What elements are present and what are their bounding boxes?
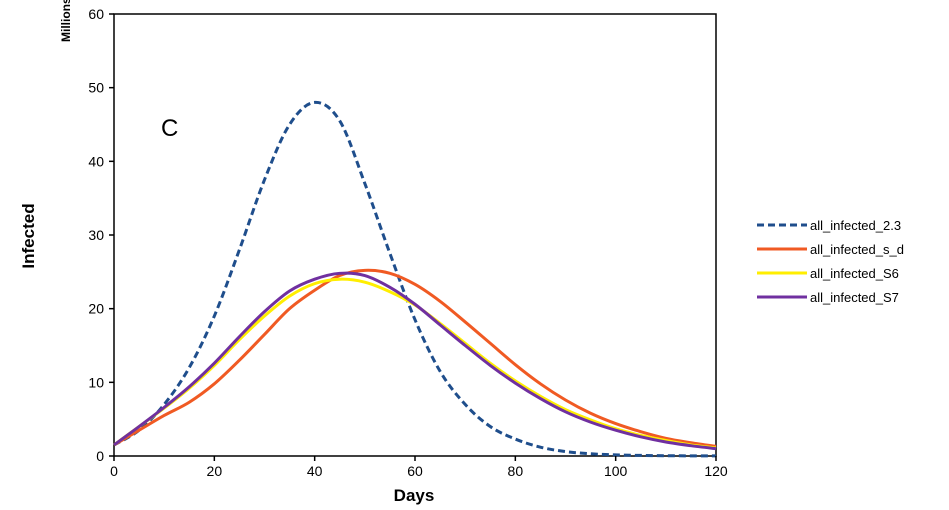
y-tick-label: 0 <box>96 448 104 464</box>
y-axis-unit: Millions <box>59 0 73 42</box>
plot-area <box>113 13 717 457</box>
x-axis: 0 20 40 60 80 100 120 <box>110 456 728 479</box>
series-layer <box>113 100 717 458</box>
x-axis-title: Days <box>394 486 435 505</box>
y-tick-label: 10 <box>88 374 104 390</box>
legend-label-2: all_infected_s_d <box>810 242 904 257</box>
y-tick-label: 20 <box>88 301 104 317</box>
series-line-4 <box>113 271 717 451</box>
legend-label-3: all_infected_S6 <box>810 266 899 281</box>
x-tick-label: 20 <box>207 463 223 479</box>
y-tick-label: 40 <box>88 153 104 169</box>
x-tick-label: 100 <box>604 463 628 479</box>
legend: all_infected_2.3 all_infected_s_d all_infe… <box>757 218 904 305</box>
x-tick-label: 120 <box>704 463 728 479</box>
x-tick-label: 60 <box>407 463 423 479</box>
plot-frame <box>113 13 717 457</box>
y-tick-label: 30 <box>88 227 104 243</box>
series-line-2 <box>113 268 717 448</box>
y-tick-label: 50 <box>88 80 104 96</box>
x-tick-label: 0 <box>110 463 118 479</box>
legend-label-4: all_infected_S7 <box>810 290 899 305</box>
y-tick-label: 60 <box>88 6 104 22</box>
x-tick-label: 80 <box>508 463 524 479</box>
legend-label-1: all_infected_2.3 <box>810 218 901 233</box>
y-axis: 0 10 20 30 40 50 60 <box>88 6 114 464</box>
y-axis-title: Infected <box>19 203 38 268</box>
panel-label: C <box>161 115 178 142</box>
x-tick-label: 40 <box>307 463 323 479</box>
series-line-1 <box>113 100 717 458</box>
